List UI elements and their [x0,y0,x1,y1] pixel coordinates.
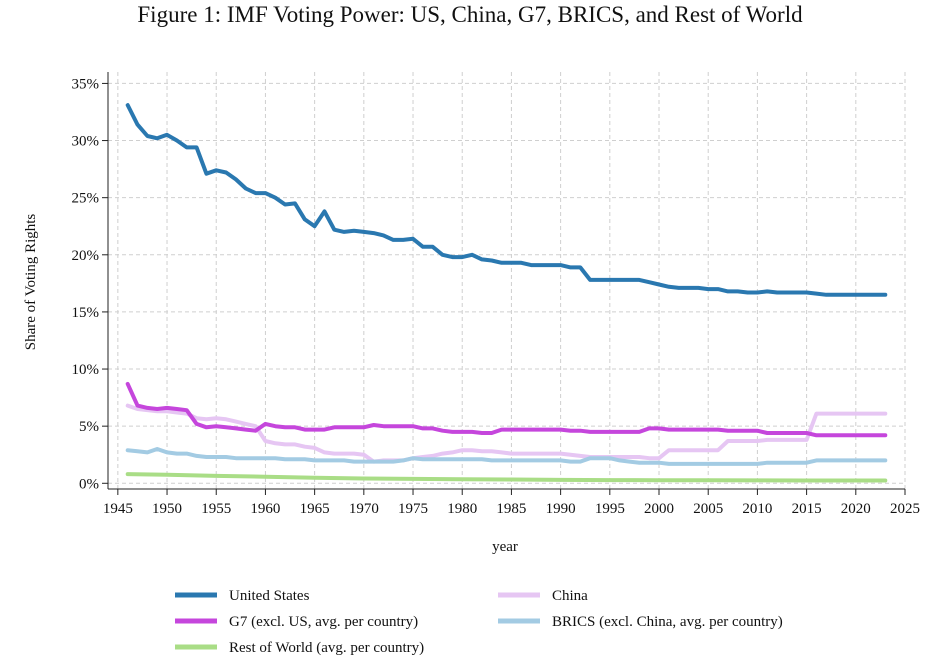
y-tick-label: 5% [79,419,99,435]
x-tick-label: 1975 [398,501,428,517]
legend-label: BRICS (excl. China, avg. per country) [552,614,783,630]
legend-label: G7 (excl. US, avg. per country) [229,614,418,630]
x-tick-label: 2005 [693,501,723,517]
x-tick-label: 1995 [595,501,625,517]
y-tick-label: 15% [72,305,100,321]
x-tick-label: 1970 [349,501,379,517]
x-axis-label: year [492,539,518,555]
series-line-g7-excl-us-avg-per-country [125,381,888,438]
legend-label: Rest of World (avg. per country) [229,640,424,656]
y-tick-label: 25% [72,191,100,207]
y-tick-label: 30% [72,134,100,150]
x-tick-label: 1955 [201,501,231,517]
y-tick-label: 35% [72,76,100,92]
x-tick-label: 1980 [447,501,477,517]
x-tick-label: 2015 [792,501,822,517]
legend-item: BRICS (excl. China, avg. per country) [498,614,783,630]
x-tick-label: 1945 [103,501,133,517]
x-tick-label: 1950 [152,501,182,517]
x-tick-label: 2020 [841,501,871,517]
legend-label: China [552,588,588,604]
legend-label: United States [229,588,310,604]
x-tick-label: 1985 [496,501,526,517]
x-tick-label: 1990 [546,501,576,517]
y-tick-label: 20% [72,248,100,264]
legend-item: United States [175,588,310,604]
legend-item: Rest of World (avg. per country) [175,640,424,656]
axes: 0% 5% 10% 15% 20% 25% 30% 35% 1945 1950 1955 1960 19… [72,72,920,517]
series-line-brics-excl-china-avg-per-country [125,447,888,466]
series-line-rest-of-world-avg-per-country [125,472,888,483]
legend: United States China G7 (excl. US, avg. per… [175,588,783,656]
x-tick-label: 1960 [250,501,280,517]
y-tick-label: 10% [72,362,100,378]
y-axis-label: Share of Voting Rights [23,214,39,351]
series-line-china [125,403,888,464]
series-line-united-states [125,103,888,297]
x-tick-label: 2000 [644,501,674,517]
x-tick-label: 2010 [742,501,772,517]
chart-title: Figure 1: IMF Voting Power: US, China, G… [137,2,803,27]
legend-item: G7 (excl. US, avg. per country) [175,614,418,630]
series-lines [125,103,888,483]
x-tick-label: 1965 [300,501,330,517]
y-tick-label: 0% [79,476,99,492]
x-tick-label: 2025 [890,501,920,517]
legend-item: China [498,588,588,604]
